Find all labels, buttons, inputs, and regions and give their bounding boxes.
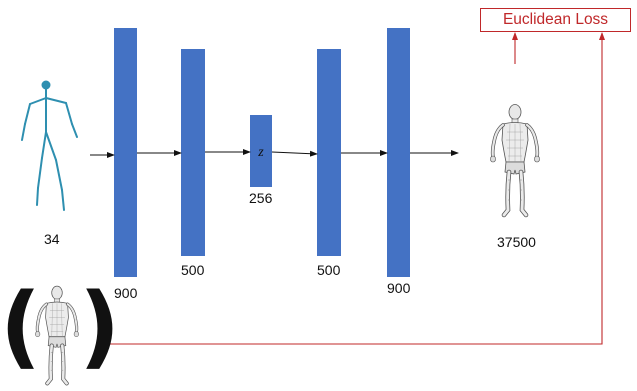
output-dim-label: 37500 xyxy=(497,234,536,250)
decoder-layer-1 xyxy=(317,49,341,256)
euclidean-loss-box: Euclidean Loss xyxy=(480,8,631,32)
latent-layer xyxy=(250,115,272,187)
layer-4-dim-label: 500 xyxy=(317,262,341,278)
encoder-layer-2 xyxy=(181,49,205,256)
forward-arrows xyxy=(90,149,459,158)
arrow-z-to-l4 xyxy=(271,150,318,157)
layer-5-dim-label: 900 xyxy=(387,280,411,296)
latent-dim-label: 256 xyxy=(249,190,273,206)
decoder-layer-2 xyxy=(387,28,410,277)
latent-symbol: z xyxy=(258,145,264,160)
encoder-layer-1 xyxy=(114,28,137,277)
open-paren: ( xyxy=(0,274,42,379)
layer-1-dim-label: 900 xyxy=(114,285,138,301)
loss-connectors xyxy=(108,32,605,345)
arrow-groundtruth-to-loss xyxy=(108,32,605,345)
close-paren: ) xyxy=(79,274,121,379)
layer-2-dim-label: 500 xyxy=(181,262,205,278)
loss-label: Euclidean Loss xyxy=(502,11,609,28)
stick-skeleton-icon xyxy=(21,80,78,211)
body-mesh-icon xyxy=(490,105,539,216)
input-dim-label: 34 xyxy=(44,231,60,247)
ground-truth-mesh-icon xyxy=(35,286,78,383)
